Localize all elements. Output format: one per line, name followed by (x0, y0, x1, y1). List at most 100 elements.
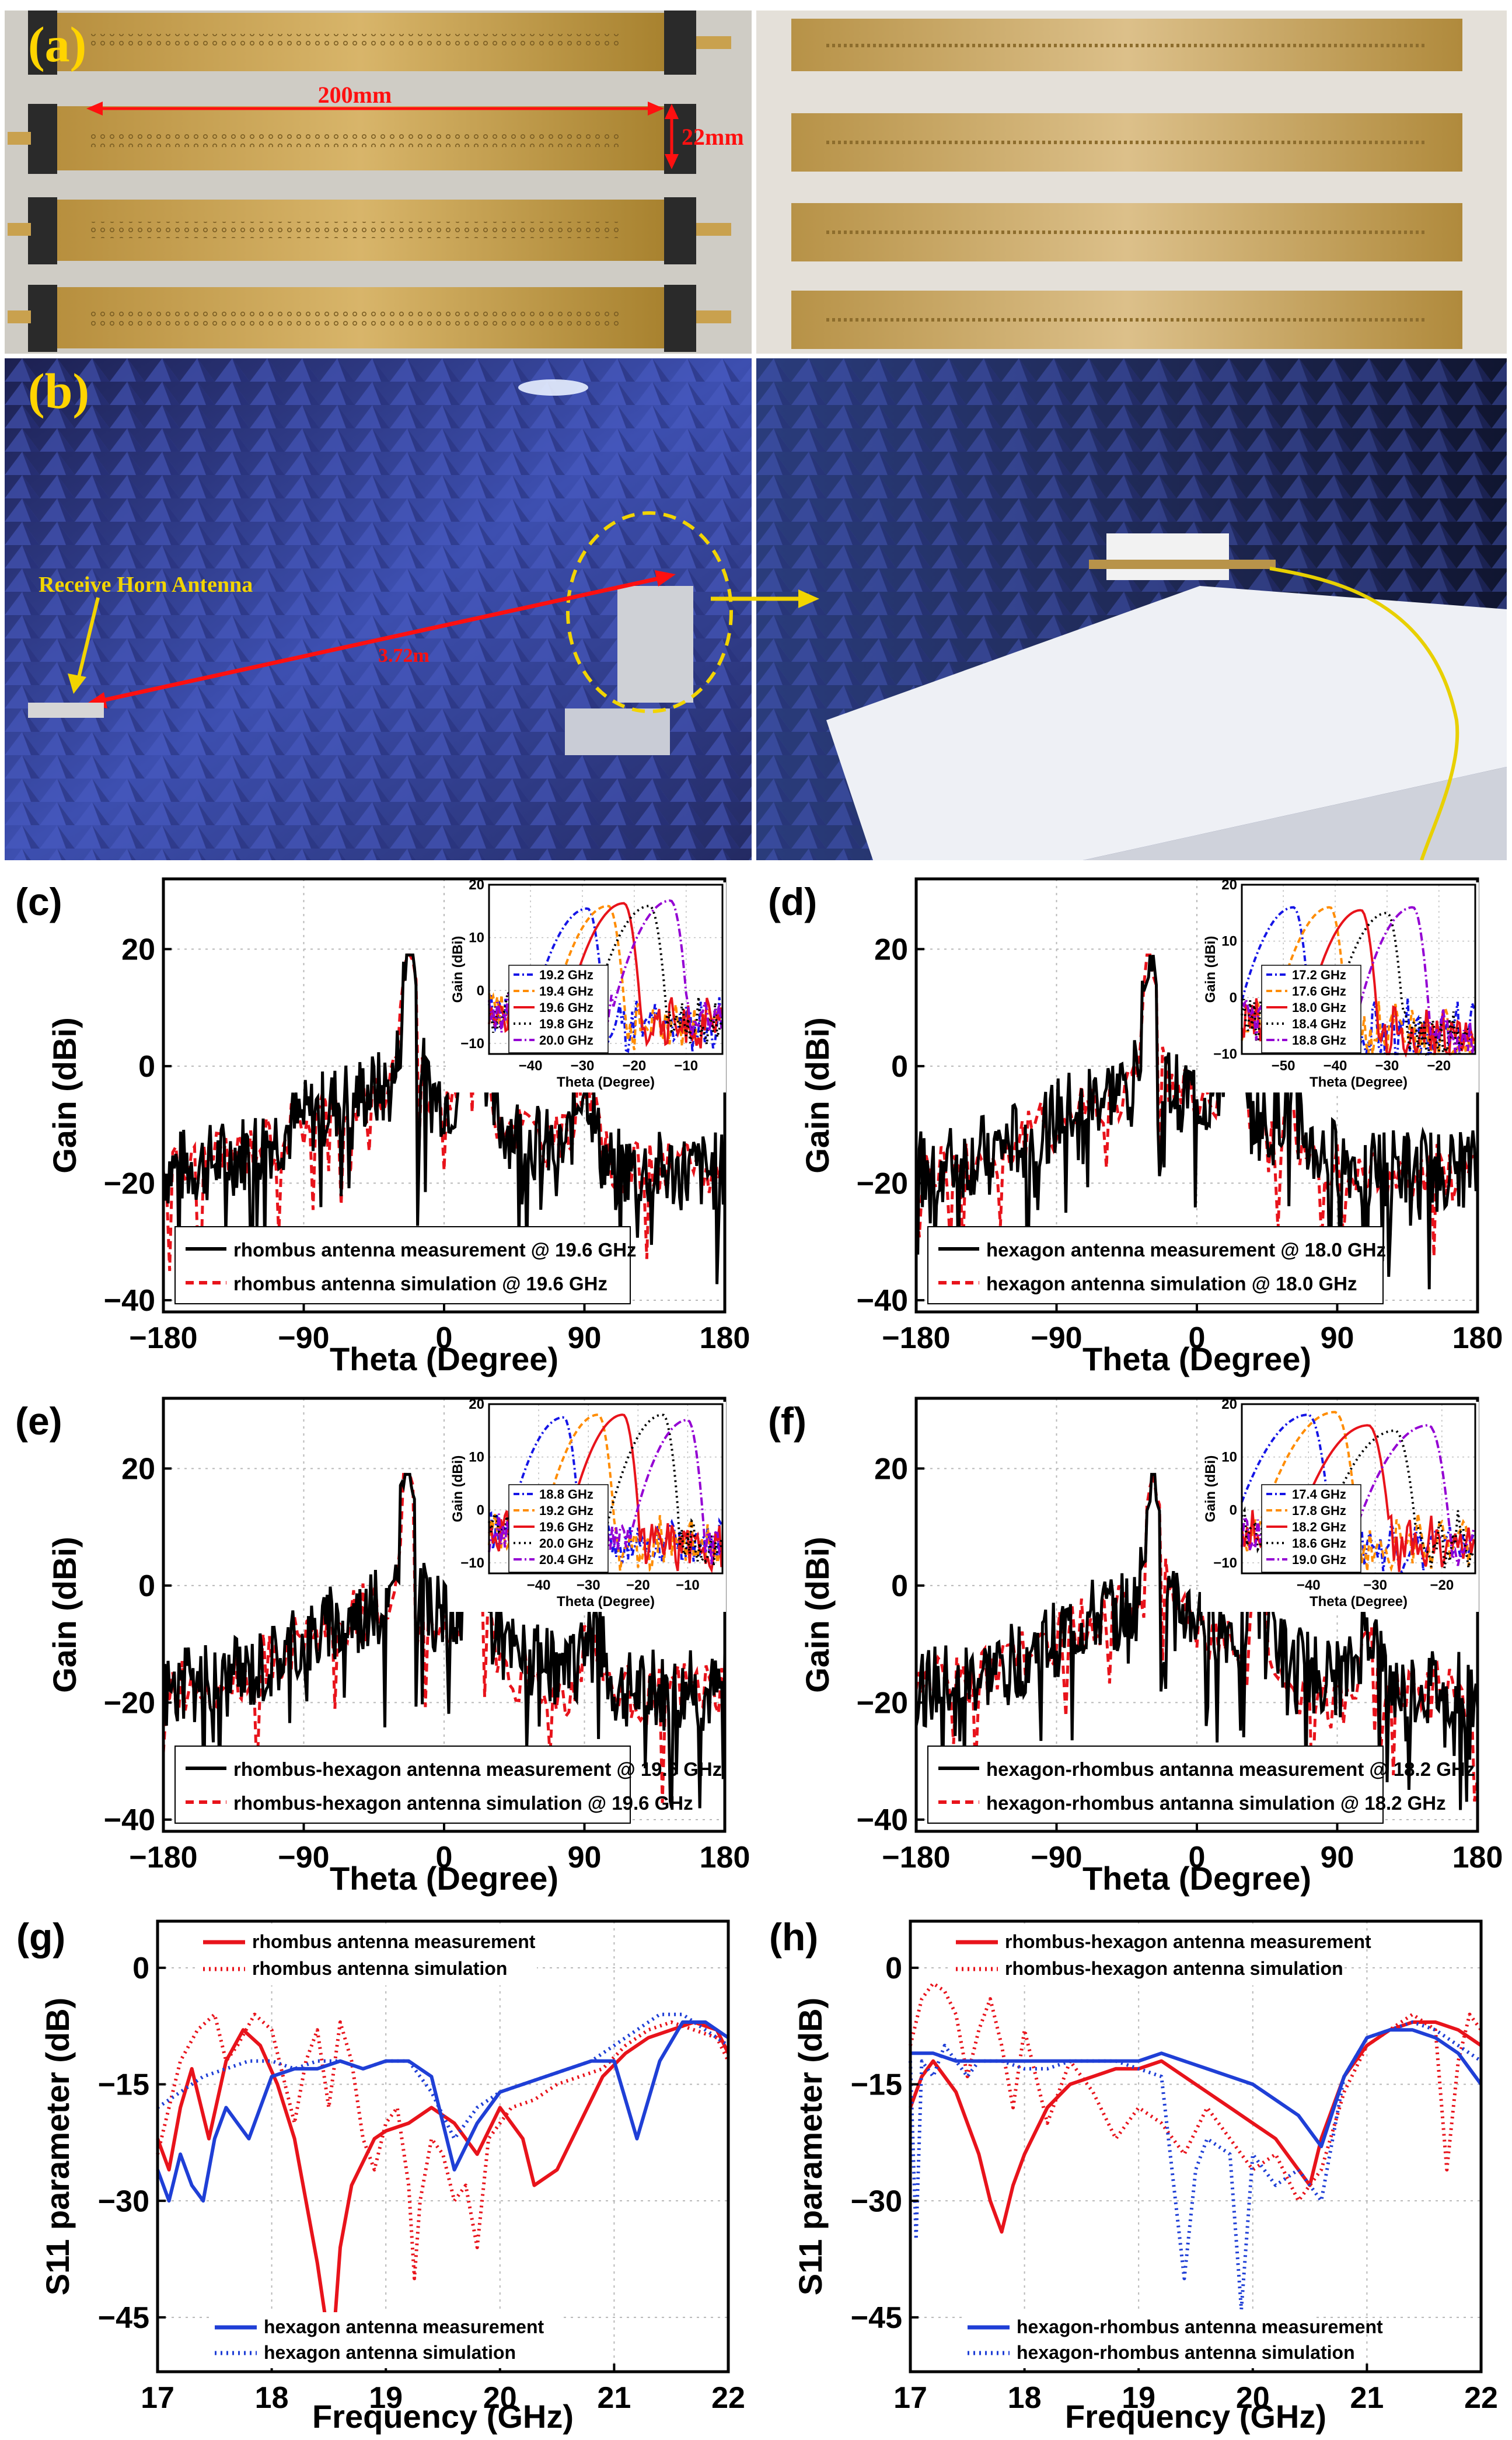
x-tick-label: 90 (568, 1841, 602, 1874)
inset-y-tick-label: 0 (477, 1502, 484, 1518)
legend-label-simulation: hexagon-rhombus antanna simulation @ 18.… (986, 1792, 1446, 1814)
y-tick-label: −20 (104, 1167, 155, 1201)
x-tick-label: 90 (568, 1321, 602, 1355)
y-tick-label: −40 (857, 1284, 908, 1318)
inset-legend-label: 19.6 GHz (539, 1000, 593, 1015)
series-measurement (914, 955, 1479, 1290)
inset-y-tick-label: 20 (1221, 877, 1237, 893)
legend-label-simulation: rhombus-hexagon antenna simulation @ 19.… (233, 1792, 693, 1814)
chart-panel-d: (d) −180 −90 0 90 180 −40 −20 0 20 Theta (Degree) G… (757, 867, 1507, 1377)
x-tick-label: 0 (1189, 1321, 1206, 1355)
photo-panel-a-right (756, 11, 1507, 354)
y-tick-label: −30 (98, 2184, 149, 2218)
y-tick-label: −15 (98, 2068, 149, 2102)
y-axis-label: Gain (dBi) (46, 1537, 83, 1693)
board-row-3 (8, 197, 731, 264)
x-tick-label: 17 (893, 2381, 927, 2415)
chart-f-svg: (f) −180 −90 0 90 180 −40 −20 0 20 Theta (Degree) G… (768, 1397, 1503, 1897)
chart-d-svg: (d) −180 −90 0 90 180 −40 −20 0 20 Theta (Degree) G… (768, 877, 1503, 1377)
inset-series-4 (1241, 1424, 1475, 1566)
y-axis-label: S11 parameter (dB) (792, 1998, 829, 2295)
legend-label: rhombus-hexagon antenna measurement (1005, 1931, 1371, 1952)
chart-panel-e: (e) −180 −90 0 90 180 −40 −20 0 20 Theta (Degree) G… (5, 1387, 754, 1897)
inset-x-tick-label: −30 (1375, 1058, 1399, 1074)
legend-label-simulation: hexagon antenna simulation @ 18.0 GHz (986, 1273, 1357, 1294)
highlight-circle (566, 511, 733, 713)
x-tick-label: 20 (483, 2381, 517, 2415)
legend-label-measurement: hexagon-rhombus antanna measurement @ 18… (986, 1758, 1475, 1780)
board-row-1 (28, 11, 731, 75)
inset-y-tick-label: 20 (1221, 1397, 1237, 1412)
legend-e: rhombus-hexagon antenna measurement @ 19… (174, 1746, 722, 1824)
panel-letter-e: (e) (15, 1399, 62, 1443)
inset-legend-label: 18.8 GHz (1292, 1033, 1346, 1048)
x-tick-label: −180 (882, 1321, 950, 1355)
x-tick-label: −90 (278, 1841, 329, 1874)
y-tick-label: 20 (121, 1453, 155, 1486)
x-tick-label: −90 (1031, 1321, 1082, 1355)
legend-label-measurement: rhombus antenna measurement @ 19.6 GHz (233, 1239, 637, 1261)
inset-legend-label: 18.0 GHz (1292, 1000, 1346, 1015)
x-tick-label: 180 (700, 1841, 750, 1874)
legend-label: rhombus antenna measurement (252, 1931, 536, 1952)
legend-top-box (198, 1927, 537, 1985)
inset-legend-label: 19.2 GHz (539, 1503, 593, 1518)
receive-horn-antenna (28, 703, 104, 718)
series-3 (909, 2020, 1482, 2312)
x-tick-label: −90 (1031, 1841, 1082, 1874)
inset-y-tick-label: 20 (469, 877, 484, 893)
anechoic-chamber-left: 3.72m Receive Horn Antenna (5, 358, 752, 860)
y-tick-label: −40 (857, 1803, 908, 1837)
inset-x-tick-label: −50 (1272, 1058, 1295, 1074)
y-axis-label: Gain (dBi) (799, 1537, 836, 1693)
inset-y-tick-label: 0 (1230, 990, 1237, 1006)
legend-label: hexagon-rhombus antenna measurement (1017, 2316, 1383, 2337)
inset-series-1 (488, 905, 722, 1050)
legend-top: rhombus-hexagon antenna measurement rhomb… (951, 1927, 1371, 1985)
x-tick-label: 0 (436, 1841, 453, 1874)
inset-x-tick-label: −20 (623, 1058, 647, 1074)
inset-x-tick-label: −30 (577, 1577, 600, 1593)
inset-x-tick-label: −40 (1324, 1058, 1347, 1074)
inset-legend-box (1261, 965, 1361, 1053)
pcb-boards-right (756, 11, 1507, 354)
feed-cable (1269, 567, 1459, 860)
inset-frame (488, 1403, 724, 1575)
y-tick-label: −30 (851, 2184, 902, 2218)
legend-box (927, 1746, 1384, 1824)
legend-label: hexagon antenna simulation (264, 2342, 516, 2363)
y-tick-label: 20 (874, 1453, 908, 1486)
inset-legend-label: 20.0 GHz (539, 1033, 593, 1048)
chart-panel-g: (g) 17 18 19 20 21 22 −45 −30 −15 0 Frequency (GHz)… (5, 1904, 754, 2435)
legend-box (927, 1226, 1384, 1304)
inset-legend-label: 18.8 GHz (539, 1487, 593, 1502)
series-measurement (162, 1472, 727, 1809)
inset-y-axis-label: Gain (dBi) (450, 1455, 466, 1523)
axes-h (910, 1921, 1482, 2372)
inset-legend-label: 17.2 GHz (1292, 968, 1346, 982)
x-tick-label: 0 (1189, 1841, 1206, 1874)
panel-letter-b: (b) (28, 363, 90, 419)
anechoic-chamber-right (756, 358, 1507, 860)
y-tick-label: −15 (851, 2068, 902, 2102)
foam-platform (826, 586, 1507, 860)
legend-label-measurement: rhombus-hexagon antenna measurement @ 19… (233, 1758, 722, 1780)
y-tick-label: −40 (104, 1803, 155, 1837)
photo-link-arrow (711, 587, 822, 610)
inset-x-tick-label: −10 (674, 1058, 698, 1074)
plot-frame-h (909, 1919, 1483, 2373)
y-tick-label: 0 (138, 1569, 155, 1603)
board-row-2 (8, 104, 696, 174)
series-0 (909, 2020, 1482, 2234)
legend-d: hexagon antenna measurement @ 18.0 GHz he… (927, 1226, 1386, 1304)
inset-x-tick-label: −40 (519, 1058, 543, 1074)
inset-y-tick-label: −10 (1213, 1555, 1237, 1571)
inset-y-tick-label: 0 (1230, 1502, 1237, 1518)
dimension-length-label: 200mm (318, 82, 392, 108)
x-axis-label: Theta (Degree) (1083, 1860, 1311, 1897)
chart-h-svg: (h) 17 18 19 20 21 22 −45 −30 −15 0 Frequency (GHz)… (769, 1915, 1498, 2435)
inset-x-tick-label: −30 (1363, 1577, 1387, 1593)
inset-x-tick-label: −40 (1297, 1577, 1321, 1593)
inset-legend-box (508, 965, 609, 1053)
